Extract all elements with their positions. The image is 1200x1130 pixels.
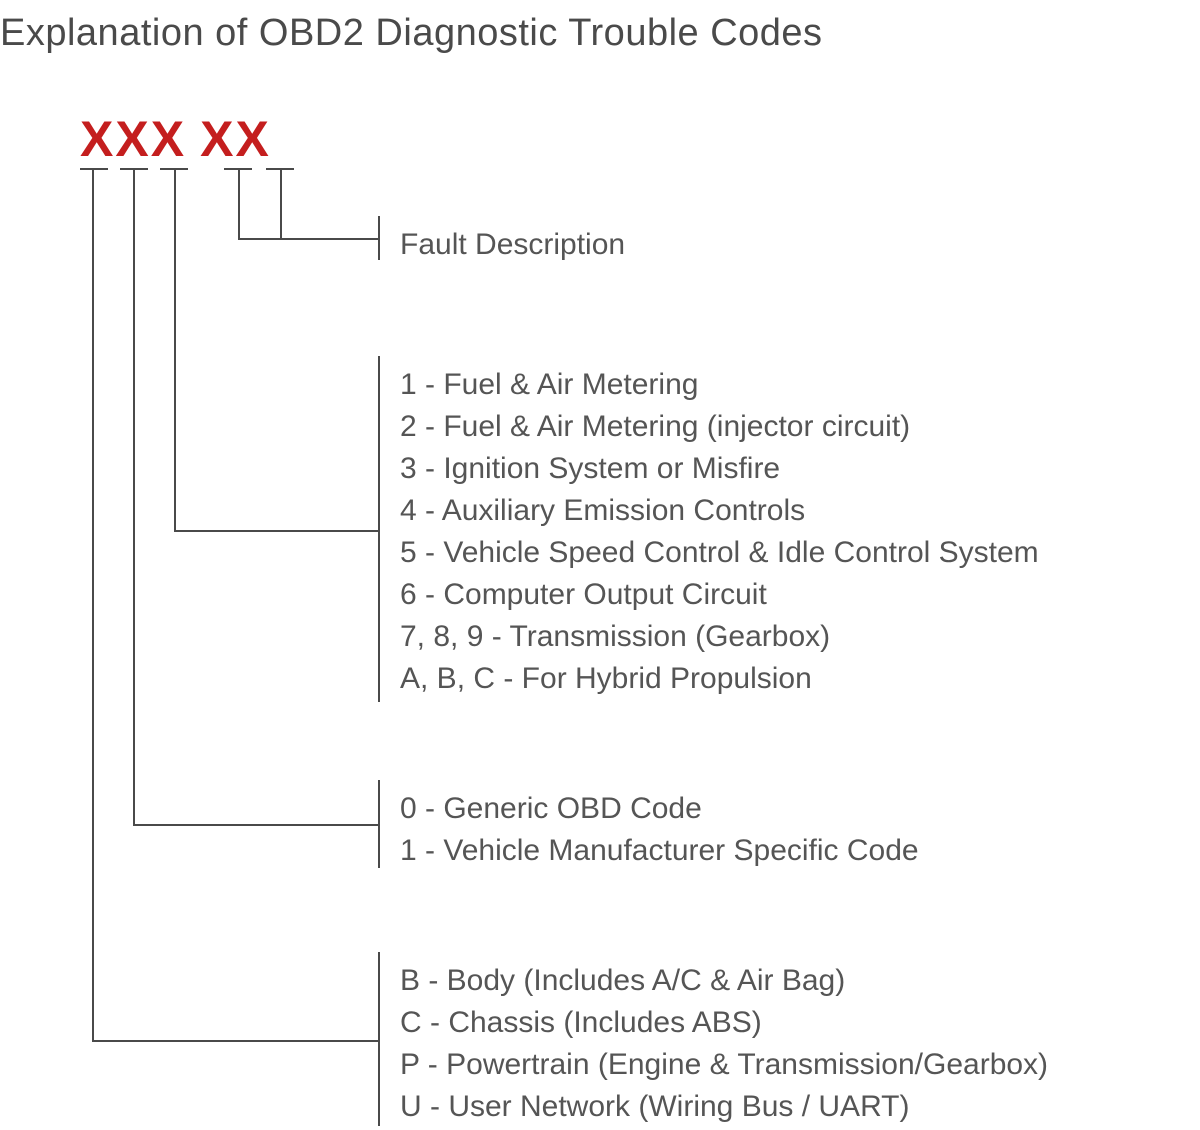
connector-third xyxy=(174,530,378,532)
list-item: 5 - Vehicle Speed Control & Idle Control… xyxy=(400,532,1039,574)
drop-line-2 xyxy=(133,168,135,824)
fault-description-label: Fault Description xyxy=(400,224,625,266)
drop-line-1 xyxy=(92,168,94,1040)
list-item: 6 - Computer Output Circuit xyxy=(400,574,1039,616)
list-item: B - Body (Includes A/C & Air Bag) xyxy=(400,960,1048,1002)
list-item: 2 - Fuel & Air Metering (injector circui… xyxy=(400,406,1039,448)
third-char-list: 1 - Fuel & Air Metering 2 - Fuel & Air M… xyxy=(400,364,1039,700)
bracket-first xyxy=(378,952,380,1126)
drop-line-3 xyxy=(174,168,176,530)
code-placeholder: XXXXX xyxy=(80,110,271,168)
list-item: C - Chassis (Includes ABS) xyxy=(400,1002,1048,1044)
bracket-third xyxy=(378,356,380,702)
code-char-4: X xyxy=(200,111,235,167)
connector-second xyxy=(133,824,378,826)
list-item: 4 - Auxiliary Emission Controls xyxy=(400,490,1039,532)
list-item: 3 - Ignition System or Misfire xyxy=(400,448,1039,490)
first-char-list: B - Body (Includes A/C & Air Bag) C - Ch… xyxy=(400,960,1048,1128)
list-item: A, B, C - For Hybrid Propulsion xyxy=(400,658,1039,700)
page-title: Explanation of OBD2 Diagnostic Trouble C… xyxy=(0,12,823,55)
code-char-5: X xyxy=(235,111,270,167)
code-char-1: X xyxy=(80,111,115,167)
bracket-second xyxy=(378,780,380,868)
second-char-list: 0 - Generic OBD Code 1 - Vehicle Manufac… xyxy=(400,788,919,872)
code-char-3: X xyxy=(151,111,186,167)
underline-1 xyxy=(80,168,108,170)
drop-line-4 xyxy=(238,168,240,238)
bracket-fault xyxy=(378,216,380,260)
code-char-2: X xyxy=(115,111,150,167)
list-item: P - Powertrain (Engine & Transmission/Ge… xyxy=(400,1044,1048,1086)
list-item: 0 - Generic OBD Code xyxy=(400,788,919,830)
list-item: 1 - Fuel & Air Metering xyxy=(400,364,1039,406)
drop-line-5 xyxy=(280,168,282,238)
list-item: 1 - Vehicle Manufacturer Specific Code xyxy=(400,830,919,872)
connector-first xyxy=(92,1040,378,1042)
list-item: 7, 8, 9 - Transmission (Gearbox) xyxy=(400,616,1039,658)
connector-fault xyxy=(238,238,378,240)
list-item: U - User Network (Wiring Bus / UART) xyxy=(400,1086,1048,1128)
